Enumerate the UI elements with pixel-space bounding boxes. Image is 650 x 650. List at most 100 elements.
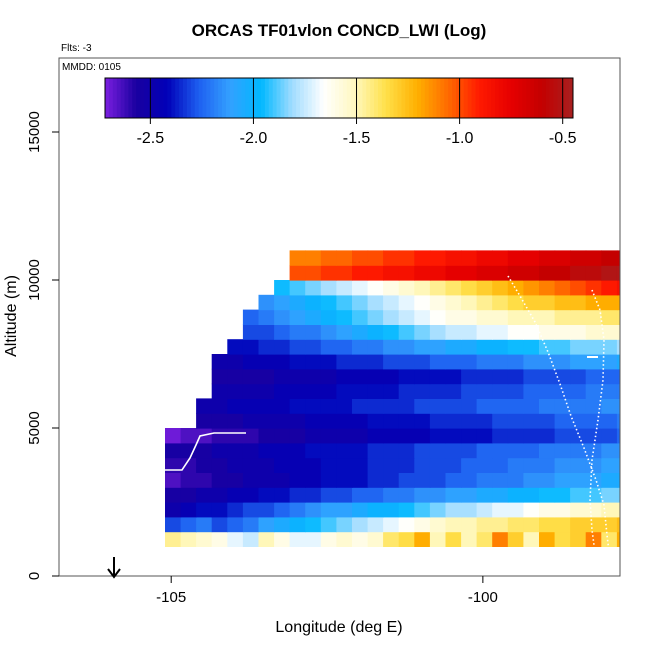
heatmap-cell <box>585 309 602 325</box>
colorbar-swatch <box>381 78 387 118</box>
heatmap-cell <box>601 294 618 311</box>
heatmap-cell <box>476 516 493 533</box>
heatmap-cell <box>289 472 306 488</box>
heatmap-cells <box>165 250 649 547</box>
heatmap-cell <box>258 294 275 311</box>
heatmap-cell <box>305 309 322 325</box>
heatmap-cell <box>554 442 571 459</box>
heatmap-cell <box>414 487 431 503</box>
heatmap-cell <box>352 413 369 429</box>
heatmap-cell <box>570 413 587 429</box>
heatmap-cell <box>336 442 353 459</box>
heatmap-cell <box>461 265 478 281</box>
heatmap-cell <box>320 294 337 311</box>
heatmap-cell <box>429 383 447 399</box>
heatmap-cell <box>616 368 620 385</box>
heatmap-cell <box>570 294 587 311</box>
heatmap-cell <box>414 502 431 518</box>
heatmap-cell <box>289 265 306 281</box>
heatmap-cell <box>633 280 649 295</box>
heatmap-cell <box>320 442 337 459</box>
heatmap-cell <box>305 398 322 414</box>
heatmap-cell <box>539 280 556 296</box>
heatmap-cell <box>554 280 571 296</box>
colorbar-swatch <box>569 78 574 118</box>
heatmap-cell <box>507 368 524 385</box>
heatmap-cell <box>601 339 618 355</box>
heatmap-cell <box>461 487 478 503</box>
heatmap-cell <box>383 531 400 547</box>
heatmap-cell <box>289 398 306 414</box>
heatmap-cell <box>180 516 197 533</box>
heatmap-cell <box>289 250 306 266</box>
heatmap-cell <box>429 265 447 281</box>
heatmap-cell <box>383 472 400 488</box>
heatmap-cell <box>523 516 540 533</box>
heatmap-cell <box>320 354 337 370</box>
colorbar-swatch <box>549 78 554 118</box>
heatmap-cell <box>570 428 587 444</box>
heatmap-cell <box>211 502 228 518</box>
heatmap-cell <box>461 368 478 385</box>
colorbar-swatch <box>514 78 519 118</box>
heatmap-cell <box>492 413 509 429</box>
heatmap-cell <box>258 383 275 399</box>
colorbar-swatch <box>233 78 239 118</box>
heatmap-cell <box>336 457 353 473</box>
heatmap-cell <box>492 442 509 459</box>
heatmap-cell <box>570 324 587 340</box>
heatmap-cell <box>211 472 228 488</box>
heatmap-cell <box>398 457 415 473</box>
colorbar-swatch <box>335 78 340 118</box>
heatmap-cell <box>570 265 587 281</box>
heatmap-cell <box>429 457 447 473</box>
heatmap-cell <box>180 472 197 488</box>
heatmap-cell <box>398 280 415 296</box>
colorbar-swatch <box>159 78 164 118</box>
heatmap-cell <box>507 324 524 340</box>
heatmap-cell <box>398 413 415 429</box>
heatmap-cell <box>305 294 322 311</box>
heatmap-cell <box>352 294 369 311</box>
colorbar-swatch <box>432 78 437 118</box>
heatmap-cell <box>414 413 431 429</box>
heatmap-cell <box>461 516 478 533</box>
heatmap-cell <box>336 487 353 503</box>
heatmap-cell <box>601 250 618 266</box>
heatmap-cell <box>258 457 275 473</box>
colorbar-swatch <box>268 78 274 118</box>
heatmap-cell <box>227 354 244 370</box>
colorbar-swatch <box>116 78 122 118</box>
heatmap-cell <box>445 472 462 488</box>
colorbar-swatch <box>120 78 125 118</box>
heatmap-cell <box>320 250 337 266</box>
heatmap-cell <box>601 472 618 488</box>
heatmap-cell <box>274 428 291 444</box>
y-tick-label: 10000 <box>26 259 43 301</box>
colorbar-tick-label: -0.5 <box>549 130 577 147</box>
heatmap-cell <box>165 428 182 444</box>
colorbar-swatch <box>140 78 145 118</box>
heatmap-cell <box>445 516 462 533</box>
colorbar-swatch <box>229 78 235 118</box>
colorbar-swatch <box>245 78 250 118</box>
heatmap-cell <box>570 354 587 370</box>
heatmap-cell <box>507 354 524 370</box>
heatmap-cell <box>352 339 369 355</box>
heatmap-cell <box>429 413 447 429</box>
heatmap-cell <box>429 472 447 488</box>
colorbar-swatch <box>444 78 449 118</box>
heatmap-cell <box>320 531 337 547</box>
colorbar-swatch <box>374 78 379 118</box>
heatmap-cell <box>585 383 602 399</box>
colorbar-swatch <box>218 78 223 118</box>
heatmap-cell <box>274 294 291 311</box>
heatmap-cell <box>242 531 260 547</box>
heatmap-cell <box>507 383 524 399</box>
heatmap-cell <box>461 413 478 429</box>
colorbar-swatch <box>292 78 297 118</box>
heatmap-cell <box>352 250 369 266</box>
heatmap-cell <box>585 457 602 473</box>
heatmap-cell <box>211 457 228 473</box>
heatmap-cell <box>429 487 447 503</box>
